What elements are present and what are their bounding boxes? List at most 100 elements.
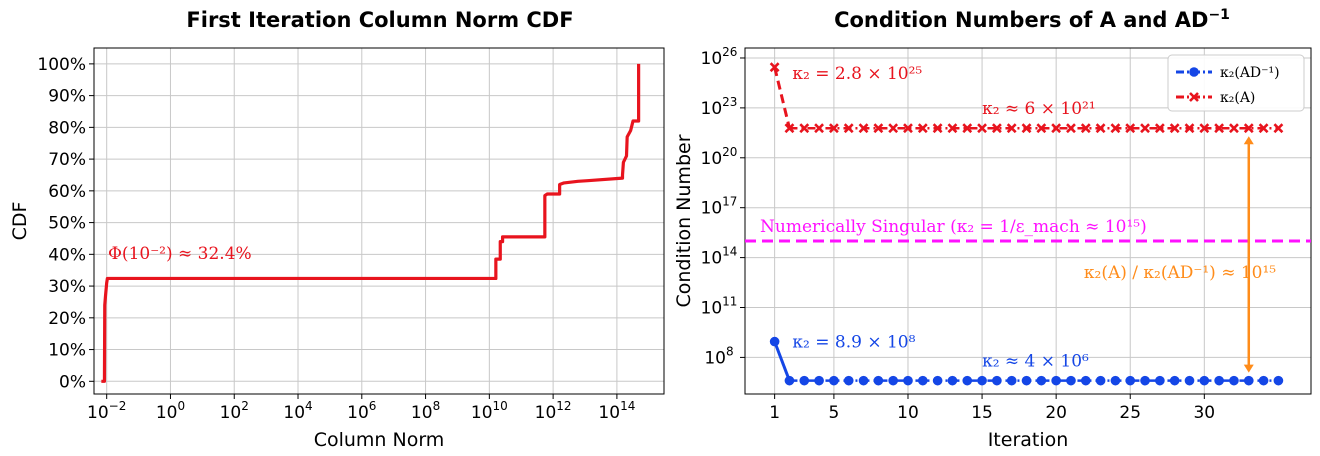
cdf-y-tick-label: 20%: [48, 309, 86, 329]
ratio-arrow: κ₂(A) / κ₂(AD⁻¹) ≈ 10¹⁵: [1084, 136, 1276, 373]
condition-y-tick-label-base: 10: [701, 49, 723, 69]
a-data-point: [947, 123, 958, 134]
cdf-x-tick-label-exp: 2: [241, 399, 249, 413]
ad-data-point: [1110, 375, 1121, 386]
a-data-point: [1125, 123, 1136, 134]
condition-y-tick-label: 1011: [701, 295, 738, 319]
ad-data-point: [932, 375, 943, 386]
a-data-point: [1110, 123, 1121, 134]
cdf-y-axis-label: CDF: [9, 202, 31, 241]
condition-y-tick-label: 1023: [701, 95, 738, 119]
cdf-y-tick-label: 0%: [59, 372, 86, 392]
condition-chart: Condition Numbers of A and AD−1 1 5 10 15 20…: [673, 7, 1312, 451]
a-data-point: [1273, 123, 1284, 134]
cdf-x-tick-label-exp: 8: [433, 399, 441, 413]
cdf-x-tick-label-base: 10: [156, 403, 178, 423]
cdf-y-tick-label: 30%: [48, 277, 86, 297]
cdf-y-tick-label: 10%: [48, 341, 86, 361]
cdf-y-ticks: 0% 10% 20% 30% 40% 50% 60% 70% 80% 90% 100%: [37, 55, 94, 392]
condition-x-axis-label: Iteration: [988, 429, 1069, 451]
a-data-point: [828, 123, 839, 134]
a-data-point: [1051, 123, 1062, 134]
cdf-y-tick-label: 80%: [48, 118, 86, 138]
a-data-point: [991, 123, 1002, 134]
condition-annotation: κ₂ ≈ 4 × 10⁶: [982, 352, 1089, 372]
a-data-point: [1229, 123, 1239, 134]
cdf-x-axis-label: Column Norm: [314, 429, 445, 451]
condition-y-tick-label-base: 10: [701, 99, 723, 119]
cdf-x-tick-label-exp: 14: [620, 399, 635, 413]
a-data-point: [962, 123, 973, 134]
ad-data-point: [1080, 375, 1091, 386]
ad-data-point: [1006, 375, 1017, 386]
ad-data-point: [1184, 375, 1195, 386]
ad-data-point: [1214, 375, 1224, 386]
cdf-x-tick-label-exp: 0: [177, 399, 185, 413]
condition-annotation: κ₂ = 8.9 × 10⁸: [792, 333, 915, 353]
ad-data-point: [947, 375, 958, 386]
condition-y-tick-label-base: 10: [701, 299, 723, 319]
condition-y-tick-label-exp: 26: [722, 45, 737, 59]
ad-data-point: [1066, 375, 1076, 386]
ad-data-point: [918, 375, 928, 386]
ad-data-point: [1229, 375, 1239, 386]
ad-data-point: [977, 375, 987, 386]
ad-data-point: [1021, 375, 1032, 386]
cdf-x-tick-label-base: 10: [347, 403, 369, 423]
a-data-point: [799, 123, 810, 134]
ad-first-segment: [773, 341, 791, 382]
ad-data-point: [962, 375, 973, 386]
ad-data-point: [1140, 375, 1150, 386]
condition-y-tick-label-exp: 20: [722, 145, 737, 159]
cdf-x-tick-label-exp: 4: [305, 399, 313, 413]
cdf-x-tick-label: 10−2: [87, 399, 126, 423]
cdf-x-tick-label: 100: [156, 399, 185, 423]
cdf-annotation: Φ(10⁻²) ≈ 32.4%: [108, 244, 252, 264]
condition-y-tick-label: 108: [704, 344, 733, 368]
condition-x-tick-label: 25: [1119, 403, 1141, 423]
condition-y-tick-label-exp: 8: [726, 344, 734, 358]
ad-data-point: [1051, 375, 1061, 386]
cdf-line: [101, 63, 641, 383]
ad-data-point: [1199, 375, 1210, 386]
condition-y-tick-label-exp: 14: [722, 245, 737, 259]
condition-x-tick-label: 10: [897, 403, 919, 423]
condition-x-tick-label: 30: [1193, 403, 1215, 423]
ad-data-point: [769, 336, 780, 347]
a-data-point: [1169, 123, 1180, 134]
a-first-segment: [773, 66, 791, 129]
ad-data-point: [1169, 375, 1180, 386]
a-data-point: [814, 123, 825, 134]
a-data-point: [1258, 123, 1269, 134]
ad-data-point: [799, 375, 810, 386]
condition-x-tick-label: 15: [971, 403, 993, 423]
cdf-y-tick-label: 70%: [48, 150, 86, 170]
condition-y-tick-label: 1017: [701, 195, 738, 219]
cdf-x-tick-label-base: 10: [87, 403, 109, 423]
condition-plot-frame: [744, 47, 1312, 395]
ad-data-point: [1095, 375, 1106, 386]
ad-data-point: [903, 375, 913, 386]
a-data-point: [1199, 123, 1210, 134]
cdf-y-tick-label: 100%: [37, 55, 86, 75]
cdf-x-tick-label-exp: −2: [109, 399, 127, 413]
cdf-chart-title: First Iteration Column Norm CDF: [186, 8, 573, 32]
cdf-x-tick-label-base: 10: [598, 403, 620, 423]
condition-x-tick-label: 1: [769, 403, 780, 423]
a-data-point: [1021, 123, 1032, 134]
cdf-series: [101, 63, 641, 383]
condition-annotation: κ₂ ≈ 6 × 10²¹: [982, 99, 1096, 119]
legend-label: κ₂(AD⁻¹): [1220, 65, 1280, 81]
a-data-point: [888, 123, 899, 134]
cdf-y-tick-label: 60%: [48, 182, 86, 202]
ad-data-point: [1273, 375, 1284, 386]
ad-data-point: [858, 375, 869, 386]
a-data-point: [843, 123, 854, 134]
condition-annotation: κ₂ = 2.8 × 10²⁵: [792, 64, 922, 84]
a-data-point: [1066, 123, 1076, 134]
legend-marker: [1189, 67, 1199, 77]
cdf-x-ticks: 10−2 100 102 104 106 108 1010 1012 1014: [87, 394, 635, 423]
condition-y-tick-label-base: 10: [701, 199, 723, 219]
condition-y-tick-label: 1020: [701, 145, 738, 169]
